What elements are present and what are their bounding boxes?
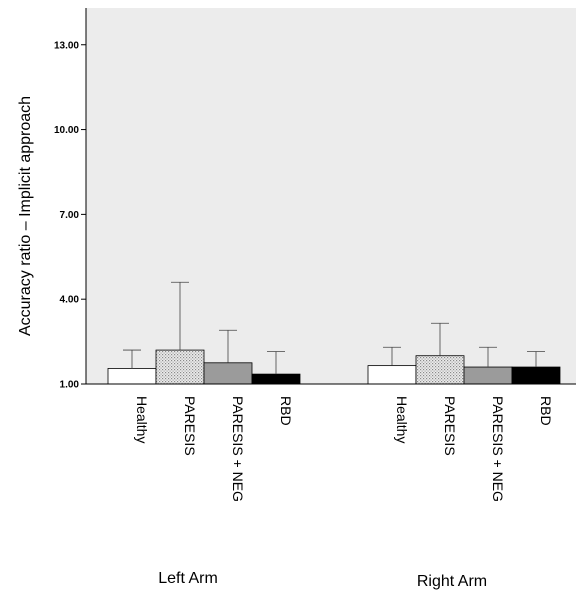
y-tick-label: 7.00	[60, 210, 80, 221]
x-category-label: PARESIS	[182, 396, 198, 456]
bar-right-arm-paresis	[415, 355, 465, 385]
bar-left-arm-paresis	[155, 349, 205, 385]
bar-right-arm-paresis-neg	[463, 366, 513, 385]
plot-area	[86, 8, 576, 384]
bar-right-arm-rbd	[511, 366, 561, 385]
y-ticks: 1.00 4.00 7.00 10.00 13.00	[54, 40, 86, 391]
group-label-left-arm: Left Arm	[158, 570, 218, 587]
x-category-label: RBD	[278, 396, 294, 426]
bar-left-arm-paresis-neg	[203, 362, 253, 385]
x-category-label: Healthy	[394, 396, 410, 443]
x-category-label: Healthy	[134, 396, 150, 443]
bar-left-arm-healthy	[107, 368, 157, 385]
x-category-label: PARESIS + NEG	[490, 396, 506, 502]
y-tick-label: 1.00	[60, 380, 80, 391]
x-category-label: PARESIS + NEG	[230, 396, 246, 502]
y-tick-label: 10.00	[54, 125, 79, 136]
bars-layer	[107, 349, 561, 385]
y-tick-label: 13.00	[54, 40, 79, 51]
x-category-label: RBD	[538, 396, 554, 426]
y-tick-label: 4.00	[60, 295, 80, 306]
x-category-label: PARESIS	[442, 396, 458, 456]
x-category-labels: Healthy PARESIS PARESIS + NEG RBD Healthy PAR…	[134, 396, 554, 502]
error-bars-layer	[123, 281, 545, 375]
y-axis-title: Accuracy ratio – Implicit approach	[17, 96, 34, 336]
bar-right-arm-healthy	[367, 365, 417, 385]
bar-left-arm-rbd	[251, 373, 301, 385]
group-label-right-arm: Right Arm	[417, 573, 487, 590]
